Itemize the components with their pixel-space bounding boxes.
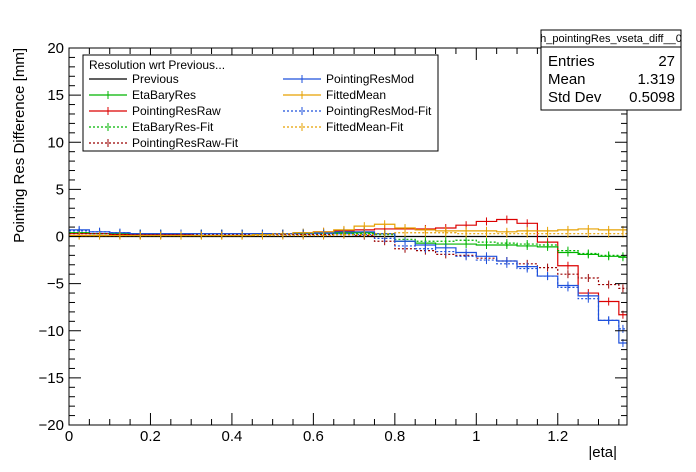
legend-label: PointingResRaw: [132, 104, 221, 118]
stats-entries-value: 27: [658, 53, 675, 70]
stats-entries-label: Entries: [548, 53, 595, 70]
x-axis-label: |eta|: [588, 444, 617, 461]
x-tick-label: 0.4: [221, 428, 242, 445]
x-tick-label: 1: [472, 428, 480, 445]
legend-title: Resolution wrt Previous...: [89, 58, 225, 72]
y-tick-label: 0: [56, 229, 64, 246]
x-tick-label: 1.2: [547, 428, 568, 445]
x-tick-label: 0.2: [140, 428, 161, 445]
legend-label: PointingResMod: [326, 72, 414, 86]
legend-box: [82, 54, 439, 152]
x-tick-label: 0: [65, 428, 73, 445]
y-tick-label: −20: [39, 417, 64, 434]
series-line: [69, 232, 627, 237]
legend-label: EtaBaryRes-Fit: [132, 120, 214, 134]
axes-layer: 0 0.2 0.4 0.6 0.8 1 1.2 20 15 10 5 0 −5 −10 −15 −20: [39, 40, 627, 445]
x-tick-label: 0.8: [384, 428, 405, 445]
y-tick-label: −15: [39, 370, 64, 387]
y-tick-label: −10: [39, 323, 64, 340]
x-tick-label: 0.6: [303, 428, 324, 445]
series-line: [69, 232, 627, 257]
stats-box: h_pointingRes_vseta_diff__0 Entries 27 M…: [540, 29, 682, 111]
y-tick-label: 10: [47, 134, 64, 151]
stats-mean-label: Mean: [548, 71, 586, 88]
legend-label: Previous: [132, 72, 179, 86]
series-FittedMean-Fit: [69, 228, 627, 240]
stats-mean-value: 1.319: [637, 71, 675, 88]
y-tick-label: 15: [47, 87, 64, 104]
series-layer: [69, 215, 627, 348]
stats-stddev-value: 0.5098: [629, 89, 675, 106]
legend-entries: Previous EtaBaryRes PointingResRaw EtaBaryR…: [89, 72, 432, 150]
legend-label: EtaBaryRes: [132, 88, 196, 102]
stats-frame: [540, 29, 682, 111]
legend: Resolution wrt Previous... Previous EtaBa…: [82, 54, 439, 152]
legend-label: PointingResRaw-Fit: [132, 136, 239, 150]
y-tick-label: 20: [47, 40, 64, 57]
y-tick-label: 5: [56, 181, 64, 198]
series-line: [69, 233, 627, 289]
y-tick-label: −5: [47, 276, 64, 293]
legend-label: FittedMean-Fit: [326, 120, 404, 134]
stats-stddev-label: Std Dev: [548, 89, 602, 106]
stats-name: h_pointingRes_vseta_diff__0: [540, 33, 682, 45]
series-line: [69, 218, 627, 316]
legend-label: PointingResMod-Fit: [326, 104, 432, 118]
y-axis-label: Pointing Res Difference [mm]: [11, 48, 28, 243]
legend-label: FittedMean: [326, 88, 386, 102]
